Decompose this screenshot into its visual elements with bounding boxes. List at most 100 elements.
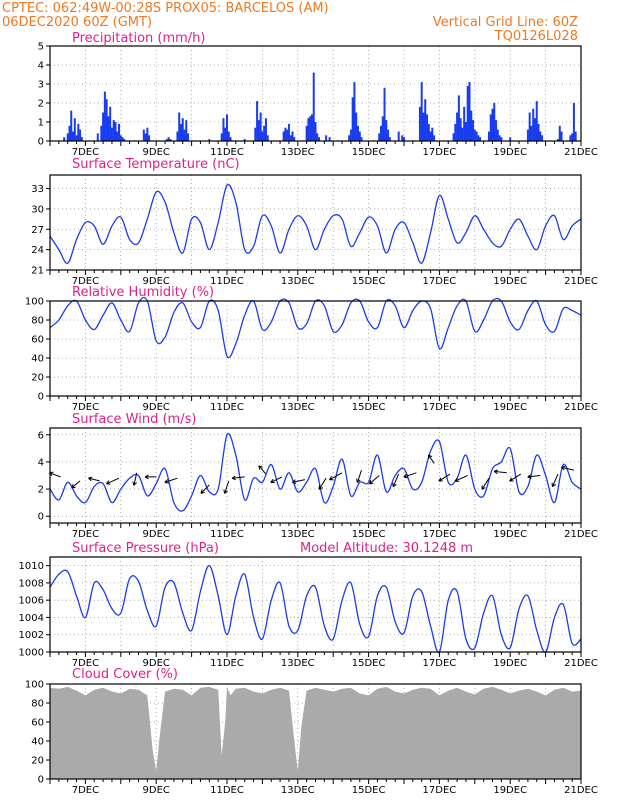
wind-x-tick-label: 13DEC [281, 529, 315, 540]
temp-x-tick-label: 7DEC [72, 276, 99, 287]
temp-y-tick-label: 33 [31, 184, 44, 195]
temp-x-tick-label: 17DEC [423, 276, 457, 287]
precip-bar [355, 112, 358, 141]
precip-bar [574, 131, 577, 141]
temp-panel: 21 24 27 30 33 7DEC 9DEC 11DEC 13DEC 15DEC 17DEC 19… [31, 174, 598, 287]
precip-y-tick-label: 3 [38, 80, 44, 91]
wind-y-tick-label: 2 [38, 485, 44, 496]
rh-x-tick-label: 17DEC [423, 402, 457, 413]
precip-bar [181, 118, 184, 141]
precip-bar [475, 131, 478, 141]
precip-bar [73, 118, 76, 141]
precip-bar [148, 135, 151, 141]
precip-bar [282, 131, 285, 141]
wind-vector [49, 471, 61, 478]
precip-bar [426, 114, 429, 141]
wind-y-tick-label: 0 [38, 512, 44, 523]
rh-y-tick-label: 0 [38, 392, 44, 403]
precip-bar [229, 137, 232, 141]
precip-bar [493, 103, 496, 141]
wind-y-tick-label: 6 [38, 430, 44, 441]
precip-bar [254, 127, 257, 141]
precip-bar [222, 118, 225, 141]
rh-x-tick-label: 15DEC [352, 402, 386, 413]
wind-vector [132, 472, 138, 486]
wind-vector [392, 473, 400, 488]
rh-y-tick-label: 60 [31, 335, 44, 346]
precip-bar [80, 137, 83, 141]
cloud-x-tick-label: 15DEC [352, 785, 386, 796]
header-model: TQ0126L028 [494, 29, 578, 44]
temp-x-tick-label: 11DEC [210, 276, 244, 287]
precip-bar [571, 133, 574, 141]
precip-bar [325, 135, 328, 141]
cloud-title: Cloud Cover (%) [72, 667, 178, 682]
precip-bar [167, 137, 170, 141]
precip-bar [309, 116, 312, 141]
wind-vector [318, 477, 327, 490]
precip-bar [63, 137, 66, 141]
wind-x-tick-label: 11DEC [210, 529, 244, 540]
precip-bar [66, 133, 69, 141]
precip-bar [479, 137, 482, 141]
precip-bar [261, 131, 264, 141]
precip-bar [142, 129, 145, 141]
temp-x-tick-label: 19DEC [493, 276, 527, 287]
precip-bar [526, 129, 529, 141]
precip-bar [424, 99, 427, 141]
precip-x-tick-label: 9DEC [143, 147, 170, 158]
temp-x-tick-label: 13DEC [281, 276, 315, 287]
precip-x-tick-label: 15DEC [352, 147, 386, 158]
precip-bar [310, 114, 313, 141]
precip-bar [176, 131, 179, 141]
pressure-title: Surface Pressure (hPa) [72, 541, 219, 556]
precip-bar [312, 72, 315, 141]
cloud-panel: 0 20 40 60 80 100 7DEC 9DEC 11DEC 13DEC 15DEC 17DEC… [25, 680, 598, 797]
temp-y-tick-label: 30 [31, 204, 44, 215]
wind-vector [481, 477, 490, 490]
precip-bar [358, 131, 361, 141]
precip-bar [387, 129, 390, 141]
pres-frame [49, 556, 582, 653]
wind-vector [71, 480, 81, 489]
precip-bar [146, 127, 149, 141]
rh-x-tick-label: 9DEC [143, 402, 170, 413]
precip-bar [169, 139, 172, 141]
temp-x-tick-label: 21DEC [564, 276, 598, 287]
precip-x-tick-label: 21DEC [564, 147, 598, 158]
precip-bar [541, 135, 544, 141]
precip-bar [114, 122, 117, 141]
precip-bar [461, 127, 464, 141]
cloud-x-tick-label: 13DEC [281, 785, 315, 796]
pres-y-tick-label: 1010 [19, 561, 44, 572]
precip-bar [179, 123, 182, 141]
precip-bar [477, 135, 480, 141]
precip-bar [487, 131, 490, 141]
temp-x-tick-label: 9DEC [143, 276, 170, 287]
precip-bar [560, 131, 563, 141]
precip-x-tick-label: 11DEC [210, 147, 244, 158]
precip-bar [165, 139, 168, 141]
precip-bar [307, 118, 310, 141]
precip-bar [383, 87, 386, 141]
rh-y-tick-label: 100 [25, 297, 44, 308]
precip-bar [75, 135, 78, 141]
precip-bar [112, 120, 115, 141]
precip-bar [433, 135, 436, 141]
precip-bar [498, 135, 501, 141]
header-grid-line: Vertical Grid Line: 60Z [433, 15, 578, 30]
pres-panel: 1000 1002 1004 1006 1008 1010 7DEC 9DEC 11DEC 13D… [19, 556, 598, 669]
precip-bar [431, 127, 434, 141]
temp-y-tick-label: 21 [31, 266, 44, 277]
pres-x-tick-label: 11DEC [210, 658, 244, 669]
precip-bar [420, 82, 423, 141]
cloud-y-tick-label: 60 [31, 718, 44, 729]
wind-vector [527, 474, 541, 479]
precip-bar [102, 112, 105, 141]
precip-bar [459, 118, 462, 141]
precip-bar [418, 106, 421, 141]
rh-x-tick-label: 11DEC [210, 402, 244, 413]
precip-bar [263, 125, 266, 141]
rh-x-tick-label: 7DEC [72, 402, 99, 413]
temp-y-tick-label: 24 [31, 245, 44, 256]
